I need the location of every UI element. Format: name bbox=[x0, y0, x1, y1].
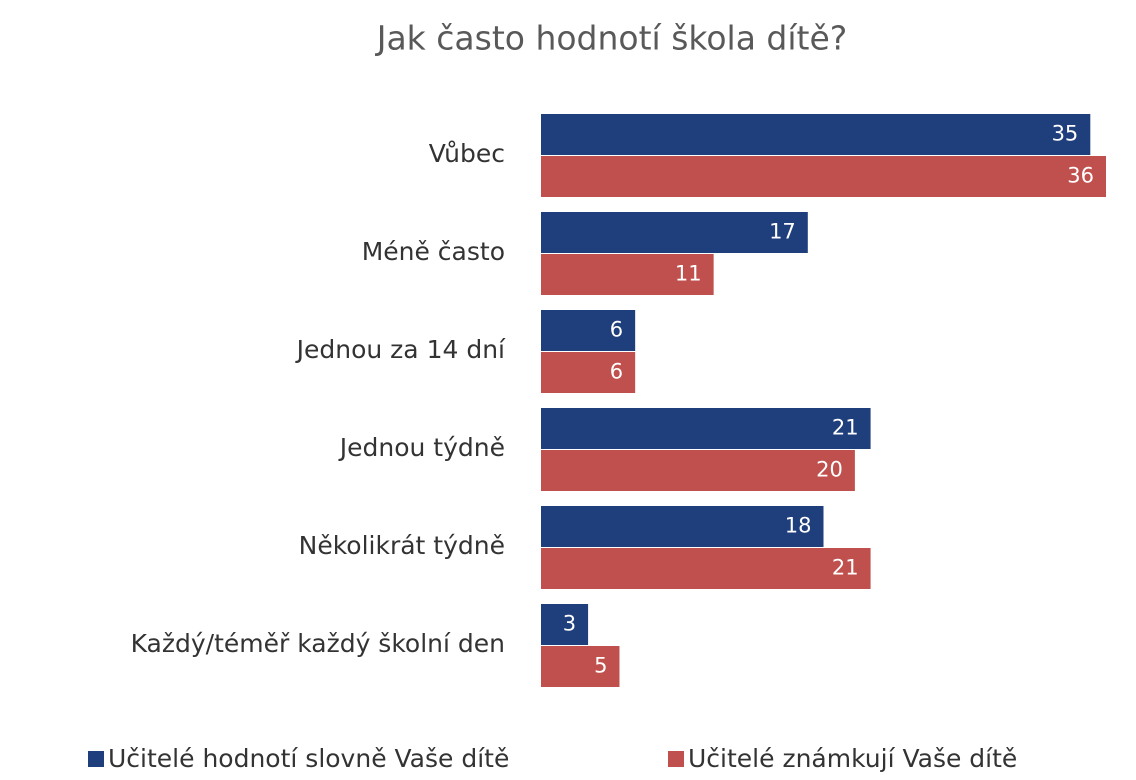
bar bbox=[541, 604, 589, 645]
bar bbox=[541, 310, 636, 351]
bar bbox=[541, 548, 871, 589]
data-label: 17 bbox=[769, 220, 796, 244]
bar bbox=[541, 254, 714, 295]
category-label: Jednou týdně bbox=[338, 433, 505, 462]
data-label: 5 bbox=[594, 654, 607, 678]
bar bbox=[541, 506, 824, 547]
legend-label: Učitelé hodnotí slovně Vaše dítě bbox=[108, 744, 509, 773]
data-label: 20 bbox=[816, 458, 843, 482]
data-label: 21 bbox=[832, 416, 859, 440]
bar bbox=[541, 212, 808, 253]
legend-swatch bbox=[88, 751, 104, 767]
data-label: 18 bbox=[785, 514, 812, 538]
category-label: Vůbec bbox=[429, 139, 505, 168]
chart-title: Jak často hodnotí škola dítě? bbox=[375, 19, 848, 58]
data-label: 21 bbox=[832, 556, 859, 580]
data-label: 3 bbox=[563, 612, 576, 636]
legend-swatch bbox=[668, 751, 684, 767]
bar bbox=[541, 114, 1091, 155]
data-label: 6 bbox=[610, 318, 623, 342]
bar bbox=[541, 646, 620, 687]
data-label: 35 bbox=[1052, 122, 1079, 146]
category-label: Každý/téměř každý školní den bbox=[131, 629, 505, 658]
bar bbox=[541, 156, 1106, 197]
bar bbox=[541, 408, 871, 449]
category-label: Jednou za 14 dní bbox=[295, 335, 506, 364]
bar bbox=[541, 450, 855, 491]
data-label: 11 bbox=[675, 262, 702, 286]
legend-label: Učitelé známkují Vaše dítě bbox=[688, 744, 1017, 773]
data-label: 36 bbox=[1067, 164, 1094, 188]
category-label: Několikrát týdně bbox=[299, 531, 505, 560]
category-label: Méně často bbox=[362, 237, 505, 266]
data-label: 6 bbox=[610, 360, 623, 384]
bar bbox=[541, 352, 636, 393]
